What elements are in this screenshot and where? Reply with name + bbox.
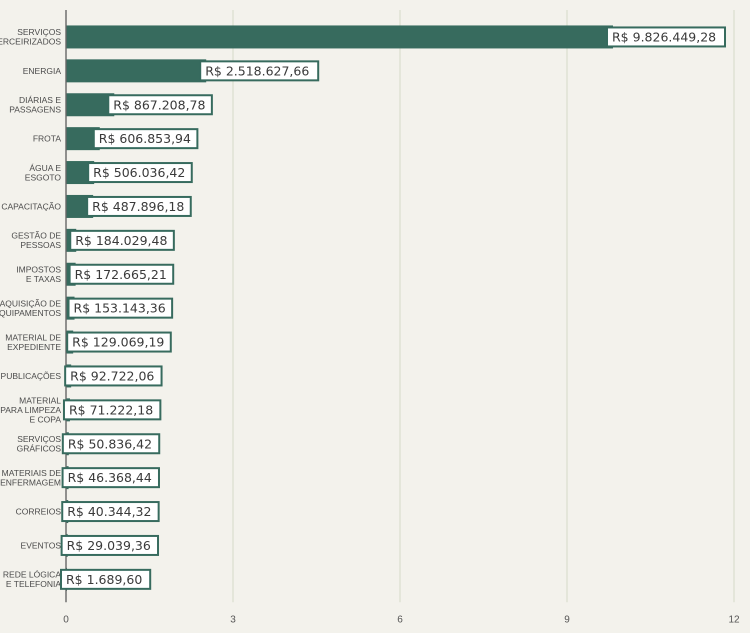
- value-label: R$ 9.826.449,28: [612, 29, 716, 44]
- value-label-box: [61, 467, 160, 489]
- category-label: MATERIAL PARA LIMPEZA E COPA: [0, 395, 61, 424]
- value-label-box: [86, 195, 192, 217]
- category-label: IMPOSTOS E TAXAS: [16, 265, 61, 285]
- value-label: R$ 46.368,44: [68, 470, 152, 485]
- category-label: AQUISIÇÃO DE EQUIPAMENTOS: [0, 298, 61, 318]
- x-tick-label: 3: [230, 614, 236, 625]
- value-label: R$ 172.665,21: [75, 267, 167, 282]
- category-label: MATERIAIS DE ENFERMAGEM: [0, 468, 61, 488]
- value-label: R$ 40.344,32: [67, 504, 151, 519]
- category-label: CORREIOS: [16, 507, 62, 517]
- value-label: R$ 50.836,42: [68, 436, 152, 451]
- value-label-box: [64, 365, 163, 387]
- value-label: R$ 129.069,19: [72, 335, 164, 350]
- gridlines: [232, 10, 735, 603]
- value-label-box: [61, 433, 161, 455]
- category-label: DIÁRIAS E PASSAGENS: [9, 95, 61, 115]
- value-label: R$ 1.689,60: [66, 572, 142, 587]
- value-label-box: [62, 399, 162, 421]
- value-label-box: [61, 501, 160, 523]
- value-labels: R$ 9.826.449,28 R$ 2.518.627,66 R$ 867.208…: [60, 26, 727, 590]
- value-label: R$ 606.853,94: [99, 131, 191, 146]
- category-label: FROTA: [33, 134, 62, 144]
- category-label: ÁGUA E ESGOTO: [25, 163, 62, 183]
- value-label-box: [199, 60, 320, 82]
- x-tick-label: 0: [63, 614, 69, 625]
- value-label: R$ 92.722,06: [70, 368, 154, 383]
- category-label: GESTÃO DE PESSOAS: [11, 231, 61, 251]
- value-label: R$ 506.036,42: [93, 165, 185, 180]
- value-label-box: [69, 229, 175, 251]
- value-label-box: [67, 297, 174, 319]
- bar: [66, 93, 115, 117]
- category-label: ENERGIA: [23, 66, 62, 76]
- bar: [66, 127, 100, 151]
- value-label-box: [66, 331, 172, 353]
- category-label: CAPACITAÇÃO: [1, 201, 61, 211]
- bar: [66, 59, 207, 83]
- value-label: R$ 153.143,36: [74, 301, 166, 316]
- x-tick-label: 6: [397, 614, 403, 625]
- category-labels: SERVIÇOSTERCEIRIZADOS ENERGIA DIÁRIAS EPAS…: [0, 27, 61, 589]
- x-tick-label: 9: [564, 614, 570, 625]
- category-label: SERVIÇOSTERCEIRIZADOS: [0, 27, 61, 47]
- value-label-box: [68, 263, 175, 285]
- value-label: R$ 184.029,48: [75, 233, 167, 248]
- category-label: MATERIAL DE EXPEDIENTE: [5, 332, 61, 352]
- value-label: R$ 71.222,18: [69, 402, 153, 417]
- value-label-box: [606, 26, 727, 48]
- value-label: R$ 487.896,18: [92, 199, 184, 214]
- value-label: R$ 867.208,78: [113, 97, 205, 112]
- category-label: SERVIÇOS GRÁFICOS: [17, 434, 62, 454]
- bar: [66, 25, 614, 49]
- value-label: R$ 2.518.627,66: [205, 63, 309, 78]
- value-label-box: [60, 568, 152, 590]
- category-label: PUBLICAÇÕES: [1, 371, 62, 381]
- value-label-box: [87, 162, 193, 184]
- value-label-box: [92, 128, 199, 150]
- value-label-box: [107, 94, 213, 116]
- x-tick-labels: 0 3 6 9 12: [63, 614, 740, 625]
- category-label: REDE LÓGICA E TELEFONIA: [3, 570, 61, 590]
- category-label: EVENTOS: [21, 540, 62, 550]
- bar: [66, 161, 95, 185]
- x-tick-label: 12: [728, 614, 740, 625]
- value-label: R$ 29.039,36: [67, 538, 151, 553]
- value-label-box: [60, 534, 160, 556]
